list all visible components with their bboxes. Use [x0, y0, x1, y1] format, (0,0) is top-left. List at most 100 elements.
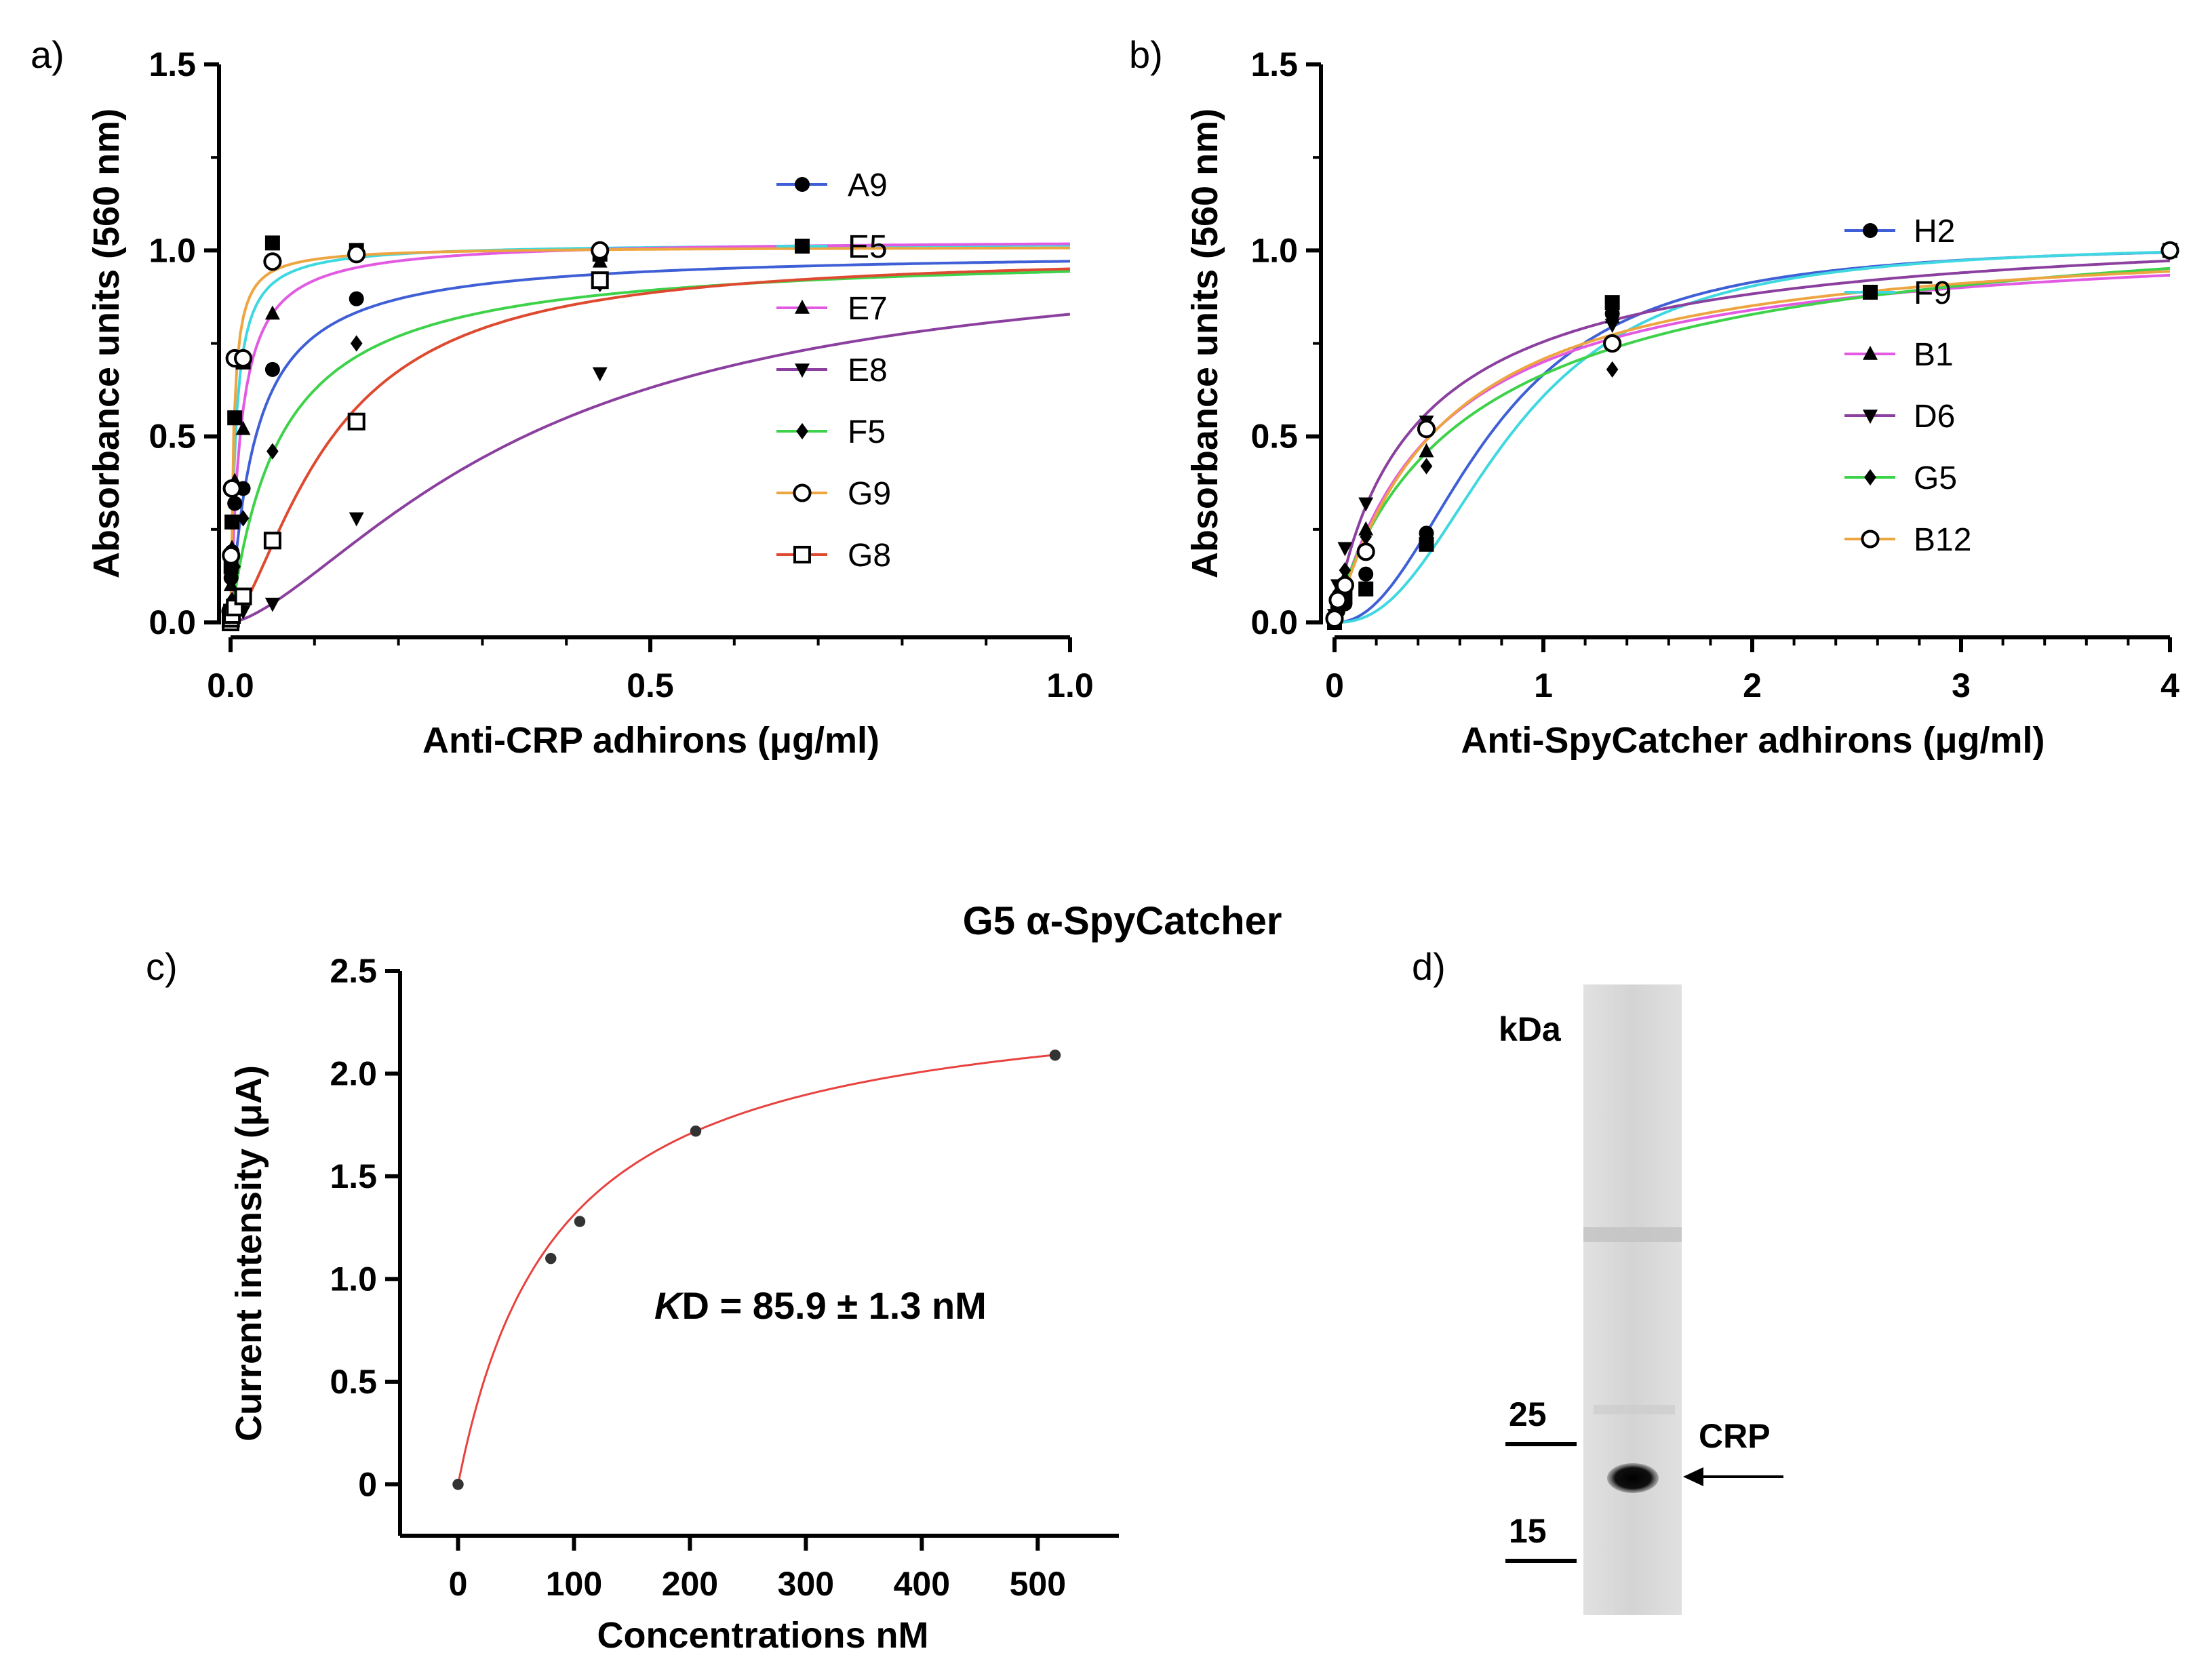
chart-a-legend-marker	[796, 422, 808, 440]
faint-band-upper	[1583, 1227, 1682, 1242]
chart-a-point-F5	[350, 335, 363, 352]
chart-b-point-B12	[1328, 591, 1347, 610]
chart-b-fit-G5	[1333, 266, 2171, 623]
chart-a-point-F5	[266, 443, 279, 460]
panel-b-label: b)	[1129, 33, 1163, 76]
chart-c-ytick-label: 2.0	[330, 1054, 377, 1092]
chart-b-ytick-label: 1.5	[1250, 45, 1298, 83]
chart-b-point-B12	[1417, 420, 1436, 439]
kd-symbol: K	[654, 1284, 684, 1327]
crp-band	[1607, 1463, 1659, 1493]
chart-c-point-G5SpyCatcher	[452, 1479, 464, 1490]
chart-c-ytick-label: 0	[358, 1465, 377, 1503]
chart-a-point-G9	[591, 241, 610, 260]
panel-c-label: c)	[146, 945, 178, 988]
chart-a-ytick-label: 1.0	[149, 231, 196, 269]
chart-b-legend-marker	[1863, 223, 1878, 238]
chart-c: 0 0.5 1.0 1.5 2.0 2.5 0 100 200 300 400 500 Concentr…	[229, 952, 1119, 1656]
chart-b-point-B12	[1356, 542, 1375, 561]
chart-c-xtick-label: 300	[778, 1565, 834, 1603]
chart-b-legend-label: F9	[1914, 275, 1952, 311]
chart-a-y-axis-label: Absorbance units (560 nm)	[86, 108, 127, 578]
chart-b-point-B12	[1325, 609, 1344, 629]
chart-c-x-axis-label: Concentrations nM	[597, 1615, 928, 1656]
chart-a-fit-G9	[229, 246, 1070, 623]
chart-c-point-G5SpyCatcher	[1049, 1049, 1061, 1061]
chart-b-fit-D6	[1333, 259, 2171, 623]
blot-lane	[1583, 984, 1682, 1615]
chart-b-point-B12	[1335, 576, 1354, 595]
chart-b-legend-label: B12	[1914, 522, 1971, 558]
chart-b-fit-B12	[1333, 270, 2171, 623]
chart-b-xtick-label: 2	[1743, 666, 1762, 704]
chart-b-point-B1	[1358, 521, 1374, 536]
chart-a-point-G9	[263, 252, 282, 271]
chart-b-fit-B1	[1333, 273, 2171, 623]
chart-b-y-axis-label: Absorbance units (560 nm)	[1185, 108, 1225, 578]
chart-b-legend-label: G5	[1914, 460, 1957, 496]
chart-a-legend-marker	[795, 363, 810, 378]
chart-a-legend-marker	[795, 299, 810, 314]
chart-a-point-E5	[224, 514, 240, 530]
chart-a-point-E7	[592, 253, 608, 268]
chart-a-point-F5	[229, 558, 241, 575]
chart-a-point-E5	[227, 410, 243, 426]
chart-a-legend-marker	[795, 239, 810, 254]
chart-b-point-D6	[1337, 542, 1353, 557]
chart-a-legend-label: G8	[848, 538, 891, 574]
chart-a-xtick-label: 1.0	[1046, 666, 1094, 704]
chart-b-point-H2	[1358, 566, 1374, 582]
chart-a-legend-marker	[793, 483, 812, 502]
chart-a-point-G9	[234, 349, 253, 367]
chart-a-point-E8	[349, 512, 364, 527]
chart-b-xtick-label: 1	[1534, 666, 1553, 704]
chart-b-point-G5	[1606, 361, 1619, 378]
panel-d-label: d)	[1412, 945, 1446, 988]
chart-a-point-E5	[264, 235, 280, 251]
chart-c-ytick-label: 1.0	[330, 1260, 377, 1298]
chart-b-point-F9	[1604, 295, 1620, 311]
panel-a-label: a)	[31, 33, 64, 76]
chart-b-legend-label: D6	[1914, 399, 1955, 435]
chart-b-point-D6	[1604, 319, 1620, 334]
chart-a-x-axis-label: Anti-CRP adhirons (μg/ml)	[422, 720, 880, 761]
chart-a-fit-F5	[229, 270, 1071, 623]
chart-a-point-G8	[263, 532, 281, 550]
faint-band-lower	[1594, 1405, 1675, 1414]
kd-annotation: KD = 85.9 ± 1.3 nM	[654, 1284, 987, 1327]
chart-c-fit-G5SpyCatcher	[457, 1054, 1056, 1485]
chart-a-point-G9	[347, 245, 366, 264]
chart-c-xtick-label: 400	[894, 1565, 950, 1603]
chart-b-ytick-label: 0.5	[1250, 418, 1298, 456]
chart-b-ytick-label: 0.0	[1250, 603, 1298, 641]
chart-a: 0.0 0.5 1.0 1.5 0.0 0.5 1.0 Anti-CRP adhirons (…	[86, 45, 1094, 761]
chart-a-point-G8	[347, 412, 366, 431]
chart-b: 0.0 0.5 1.0 1.5 0 1 2 3 4 Anti-SpyCatcher adhiron…	[1185, 45, 2179, 761]
chart-b-xtick-label: 3	[1952, 666, 1971, 704]
chart-b-fit-F9	[1335, 250, 2171, 624]
chart-b-legend-marker	[1861, 530, 1880, 549]
chart-c-ytick-label: 2.5	[330, 952, 377, 990]
chart-a-legend-marker	[795, 177, 810, 192]
marker-25-label: 25	[1509, 1395, 1547, 1433]
chart-a-point-E7	[235, 420, 251, 435]
western-blot: kDa 25 15 CRP	[1499, 984, 1783, 1615]
chart-b-xtick-label: 0	[1325, 666, 1344, 704]
chart-a-point-G8	[234, 587, 252, 605]
chart-c-xtick-label: 0	[449, 1565, 468, 1603]
chart-b-legend-marker	[1863, 410, 1878, 424]
kda-label: kDa	[1499, 1010, 1562, 1048]
chart-b-legend-marker	[1863, 285, 1878, 300]
chart-a-point-E7	[264, 305, 280, 320]
chart-b-x-axis-label: Anti-SpyCatcher adhirons (μg/ml)	[1461, 720, 2045, 761]
chart-b-xtick-label: 4	[2160, 666, 2179, 704]
chart-c-ytick-label: 0.5	[330, 1363, 377, 1401]
chart-a-fit-A9	[229, 260, 1071, 623]
chart-b-point-G5	[1420, 458, 1433, 475]
crp-band-label: CRP	[1699, 1417, 1771, 1455]
kd-value: = 85.9 ± 1.3 nM	[709, 1284, 987, 1327]
chart-a-xtick-label: 0.0	[207, 666, 254, 704]
chart-b-legend-label: B1	[1914, 337, 1954, 373]
chart-a-point-G9	[222, 546, 241, 565]
chart-c-ytick-label: 1.5	[330, 1157, 377, 1195]
